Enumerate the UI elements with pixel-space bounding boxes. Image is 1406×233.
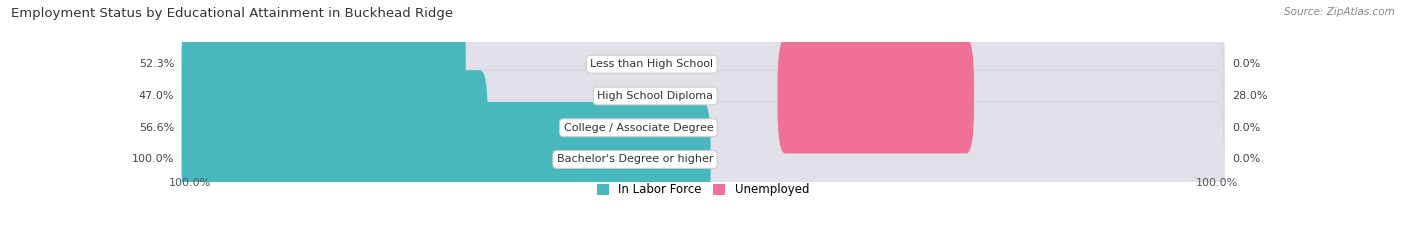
FancyBboxPatch shape bbox=[181, 7, 1225, 122]
Text: Employment Status by Educational Attainment in Buckhead Ridge: Employment Status by Educational Attainm… bbox=[11, 7, 453, 20]
Text: Bachelor's Degree or higher: Bachelor's Degree or higher bbox=[557, 154, 713, 164]
Text: Less than High School: Less than High School bbox=[591, 59, 713, 69]
Text: 52.3%: 52.3% bbox=[139, 59, 174, 69]
FancyBboxPatch shape bbox=[181, 102, 1225, 217]
Legend: In Labor Force, Unemployed: In Labor Force, Unemployed bbox=[592, 178, 814, 201]
Text: 100.0%: 100.0% bbox=[1195, 178, 1237, 188]
Text: 100.0%: 100.0% bbox=[169, 178, 211, 188]
Text: College / Associate Degree: College / Associate Degree bbox=[564, 123, 713, 133]
Text: Source: ZipAtlas.com: Source: ZipAtlas.com bbox=[1284, 7, 1395, 17]
Text: 0.0%: 0.0% bbox=[1232, 59, 1260, 69]
FancyBboxPatch shape bbox=[181, 70, 488, 185]
FancyBboxPatch shape bbox=[778, 38, 974, 154]
Text: 0.0%: 0.0% bbox=[1232, 154, 1260, 164]
Text: 47.0%: 47.0% bbox=[139, 91, 174, 101]
FancyBboxPatch shape bbox=[181, 38, 1225, 154]
FancyBboxPatch shape bbox=[181, 7, 465, 122]
FancyBboxPatch shape bbox=[181, 70, 1225, 185]
Text: 56.6%: 56.6% bbox=[139, 123, 174, 133]
FancyBboxPatch shape bbox=[181, 38, 439, 154]
Text: 100.0%: 100.0% bbox=[132, 154, 174, 164]
FancyBboxPatch shape bbox=[181, 102, 710, 217]
Text: High School Diploma: High School Diploma bbox=[598, 91, 713, 101]
Text: 28.0%: 28.0% bbox=[1232, 91, 1267, 101]
Text: 0.0%: 0.0% bbox=[1232, 123, 1260, 133]
